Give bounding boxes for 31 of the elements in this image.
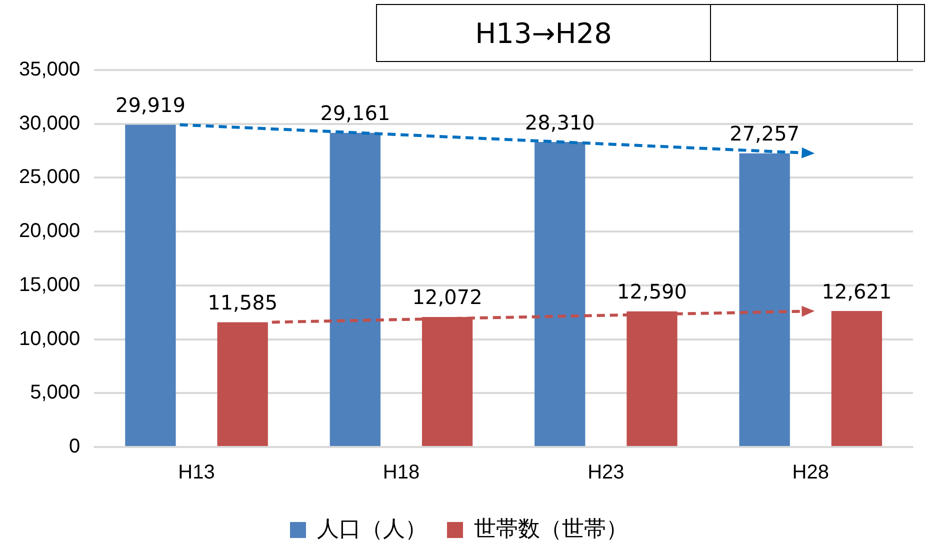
x-tick-label: H18 (382, 462, 420, 484)
y-tick-label: 10,000 (19, 328, 80, 350)
y-tick-label: 0 (69, 436, 80, 458)
data-label: 12,621 (822, 279, 892, 304)
bar (422, 316, 473, 446)
data-label: 27,257 (730, 122, 800, 146)
data-label: 11,585 (208, 290, 278, 314)
bar (831, 311, 882, 446)
y-tick-label: 35,000 (19, 58, 80, 81)
data-label: 29,161 (320, 101, 390, 126)
x-tick-label: H28 (792, 462, 829, 484)
data-label: 12,072 (412, 285, 482, 310)
bar (626, 311, 678, 446)
bar (739, 153, 790, 446)
y-tick-label: 30,000 (19, 112, 80, 134)
bar (534, 142, 586, 446)
y-tick-label: 25,000 (19, 166, 80, 188)
legend-label: 世帯数（世帯） (474, 516, 628, 542)
data-label: 29,919 (115, 92, 186, 117)
table-outline: H13→H28 (376, 4, 925, 62)
legend-label: 人口（人） (317, 516, 427, 542)
bar (125, 124, 176, 446)
y-tick-label: 20,000 (19, 220, 80, 242)
bar (217, 322, 268, 446)
data-label: 12,590 (617, 280, 687, 304)
data-label: 28,310 (524, 110, 595, 134)
y-tick-label: 15,000 (19, 274, 80, 296)
bar (330, 132, 381, 446)
x-tick-label: H23 (588, 462, 624, 484)
x-tick-label: H13 (178, 462, 215, 484)
y-tick-label: 5,000 (30, 382, 80, 404)
